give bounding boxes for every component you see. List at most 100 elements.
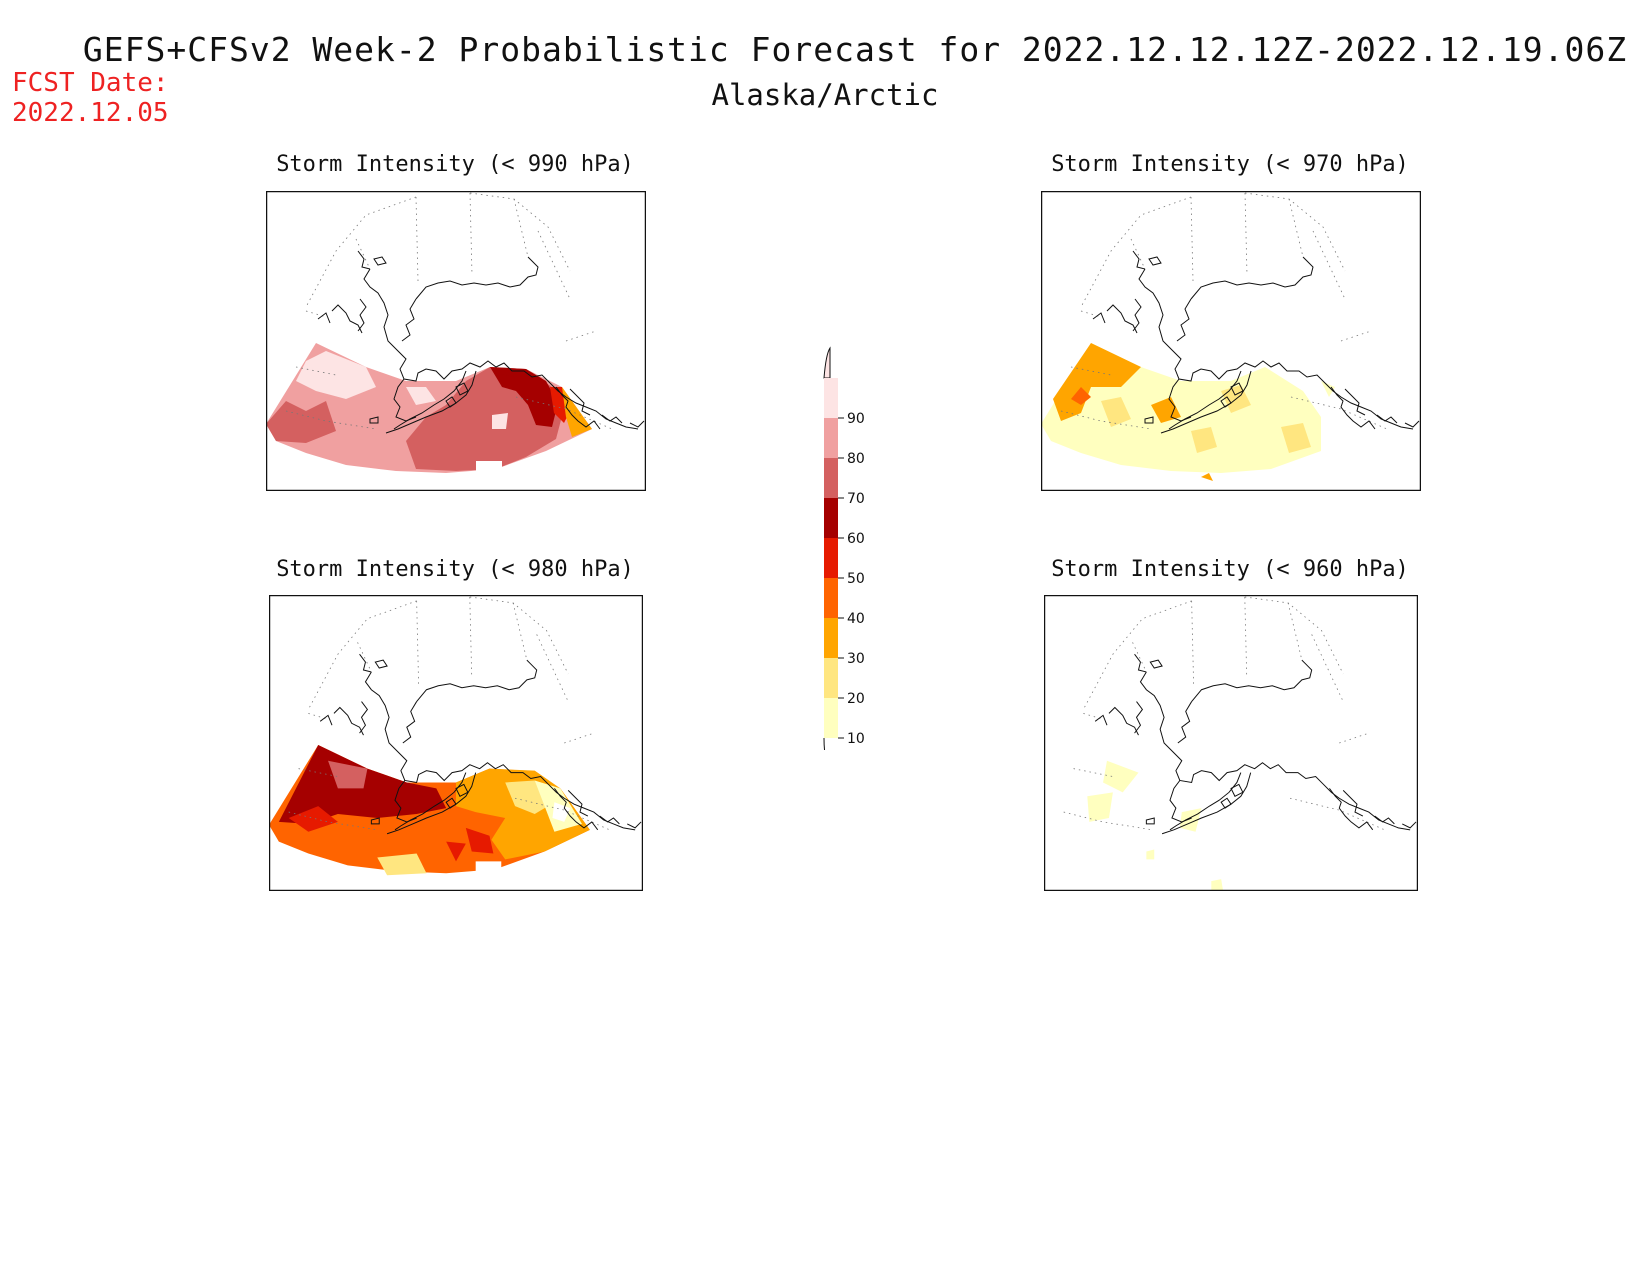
coastline bbox=[555, 386, 601, 430]
colorbar-box bbox=[824, 618, 838, 658]
graticule-line bbox=[1073, 768, 1113, 777]
graticule-line bbox=[565, 330, 597, 342]
graticule-line bbox=[515, 396, 613, 430]
probability-region bbox=[496, 373, 520, 391]
coastline bbox=[445, 396, 457, 408]
coastline bbox=[629, 420, 645, 428]
coastline bbox=[1177, 701, 1193, 744]
graticule-line bbox=[1339, 732, 1369, 744]
probability-region bbox=[1101, 397, 1131, 427]
graticule-line bbox=[1080, 310, 1102, 318]
panel-970-probability-fill bbox=[1041, 343, 1335, 481]
probability-region bbox=[475, 861, 502, 891]
panel-990-basemap bbox=[285, 192, 645, 434]
panel-frame bbox=[269, 595, 643, 891]
graticule-line bbox=[355, 238, 371, 270]
coastline bbox=[1108, 706, 1139, 736]
map-panel-980 bbox=[269, 595, 643, 891]
probability-region bbox=[446, 841, 466, 862]
coastline bbox=[554, 788, 599, 831]
colorbar-box bbox=[824, 658, 838, 698]
coastline bbox=[1191, 659, 1313, 702]
graticule-line bbox=[308, 713, 329, 720]
coastline bbox=[1404, 420, 1420, 428]
coastline bbox=[1161, 772, 1252, 835]
coastline bbox=[601, 414, 623, 424]
graticule-line bbox=[1311, 634, 1344, 702]
graticule-line bbox=[514, 797, 610, 831]
graticule-line bbox=[1290, 396, 1388, 430]
coastline bbox=[386, 772, 477, 835]
graticule-line bbox=[305, 310, 327, 318]
coastline bbox=[1230, 382, 1244, 396]
probability-region bbox=[288, 806, 338, 832]
colorbar-label: 40 bbox=[847, 611, 865, 627]
probability-region bbox=[1053, 343, 1141, 421]
colorbar-label: 10 bbox=[847, 731, 865, 747]
graticule-line bbox=[469, 192, 473, 276]
graticule-line bbox=[298, 768, 338, 777]
coastline bbox=[1220, 396, 1232, 408]
coastline bbox=[415, 256, 539, 300]
map-panel-990 bbox=[266, 191, 646, 491]
coastline bbox=[1376, 414, 1398, 424]
colorbar-bottom-arrow bbox=[823, 737, 826, 750]
main-title: GEFS+CFSv2 Week-2 Probabilistic Forecast… bbox=[82, 30, 1628, 69]
map-panel-960 bbox=[1044, 595, 1418, 891]
coastline bbox=[1402, 821, 1417, 829]
graticule-line bbox=[1130, 238, 1146, 270]
graticule-line bbox=[513, 198, 529, 258]
probability-region bbox=[1281, 423, 1311, 453]
probability-region bbox=[1211, 879, 1224, 891]
coastline bbox=[1132, 298, 1142, 332]
coastline bbox=[1329, 788, 1374, 831]
graticule-line bbox=[308, 600, 417, 710]
coastline bbox=[445, 797, 457, 809]
graticule-line bbox=[1083, 600, 1192, 710]
probability-region bbox=[1179, 808, 1202, 832]
coastline bbox=[374, 659, 388, 669]
graticule-line bbox=[1244, 192, 1346, 272]
coastline bbox=[317, 312, 331, 324]
coastline bbox=[1092, 312, 1106, 324]
panel-title-990: Storm Intensity (< 990 hPa) bbox=[276, 152, 634, 177]
colorbar-label: 60 bbox=[847, 531, 865, 547]
coastline bbox=[1138, 268, 1414, 430]
coastline bbox=[1145, 817, 1155, 825]
probability-region bbox=[296, 351, 376, 399]
panel-980-probability-fill bbox=[269, 744, 590, 891]
coastline bbox=[385, 370, 477, 434]
coastline bbox=[416, 659, 538, 702]
graticule-line bbox=[1288, 198, 1304, 258]
colorbar-box bbox=[824, 458, 838, 498]
coastline bbox=[1330, 386, 1376, 430]
coastline bbox=[1160, 370, 1252, 434]
probability-region bbox=[1151, 397, 1181, 423]
map-panel-970 bbox=[1041, 191, 1421, 491]
coastline bbox=[1342, 790, 1364, 817]
probability-region bbox=[1321, 381, 1335, 397]
probability-region bbox=[1146, 849, 1155, 860]
probability-region bbox=[406, 387, 436, 405]
coastline bbox=[1176, 298, 1192, 342]
probability-region bbox=[1103, 760, 1139, 793]
coastline bbox=[373, 256, 387, 266]
graticule-line bbox=[1244, 596, 1248, 678]
coastline bbox=[401, 298, 417, 342]
colorbar-label: 80 bbox=[847, 451, 865, 467]
probability-colorbar: 90 80 70 60 50 40 30 20 10 bbox=[823, 346, 865, 750]
coastline bbox=[1134, 701, 1144, 734]
probability-region bbox=[1201, 473, 1213, 481]
colorbar-top-arrow bbox=[823, 346, 831, 379]
graticule-line bbox=[1244, 596, 1344, 675]
graticule-line bbox=[1244, 192, 1248, 276]
coastline bbox=[455, 382, 469, 396]
coastline bbox=[455, 783, 469, 797]
graticule-line bbox=[564, 732, 594, 744]
coastline bbox=[1344, 388, 1366, 416]
colorbar-label: 70 bbox=[847, 491, 865, 507]
graticule-line bbox=[416, 600, 419, 684]
graticule-line bbox=[1289, 797, 1385, 831]
coastline bbox=[369, 416, 379, 424]
colorbar-box bbox=[824, 418, 838, 458]
